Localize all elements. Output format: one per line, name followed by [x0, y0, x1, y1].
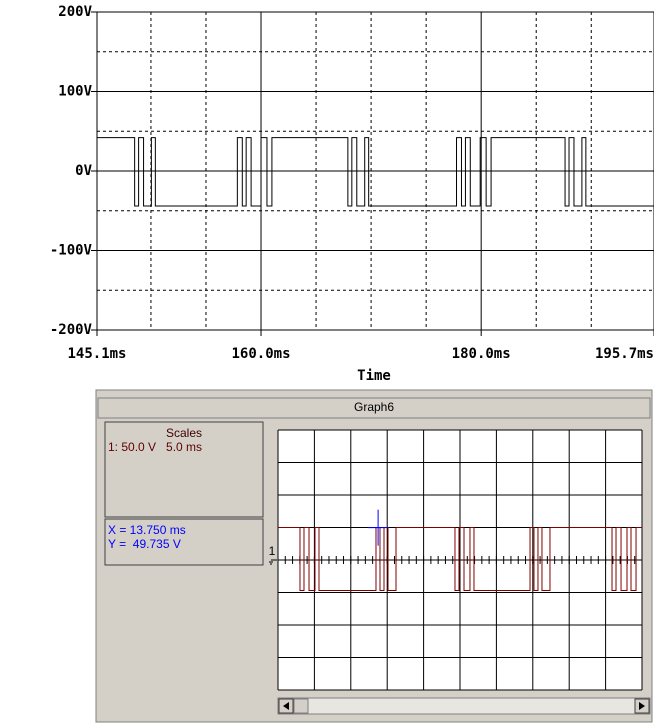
scales-panel: [104, 421, 264, 518]
trace: [97, 137, 654, 207]
left-arrow: [283, 702, 289, 710]
y-tick-label: -200V: [50, 322, 93, 338]
x-axis-label: Time: [357, 368, 391, 384]
x-tick-label: 195.7ms: [595, 346, 654, 362]
x-tick-label: 160.0ms: [232, 346, 291, 362]
x-tick-label: 180.0ms: [452, 346, 511, 362]
cursor-panel: [104, 518, 264, 566]
right-arrow: [639, 702, 645, 710]
ground-symbol: [269, 559, 277, 565]
window-title: Graph6: [354, 400, 394, 414]
y-tick-label: -100V: [50, 243, 93, 259]
channel-label: 1: [269, 544, 276, 558]
scroll-thumb[interactable]: [293, 698, 309, 714]
cursor-y-readout: Y = 49.735 V: [108, 537, 181, 551]
y-tick-label: 0V: [75, 163, 92, 179]
y-tick-label: 100V: [58, 84, 92, 100]
title-bar: [97, 397, 651, 419]
trace: [278, 527, 642, 592]
scales-line: 1: 50.0 V 5.0 ms: [108, 440, 202, 454]
y-tick-label: 200V: [58, 4, 92, 20]
scales-title: Scales: [166, 426, 202, 440]
x-tick-label: 145.1ms: [67, 346, 126, 362]
scrollbar[interactable]: [277, 697, 651, 715]
cursor-x-readout: X = 13.750 ms: [108, 523, 186, 537]
